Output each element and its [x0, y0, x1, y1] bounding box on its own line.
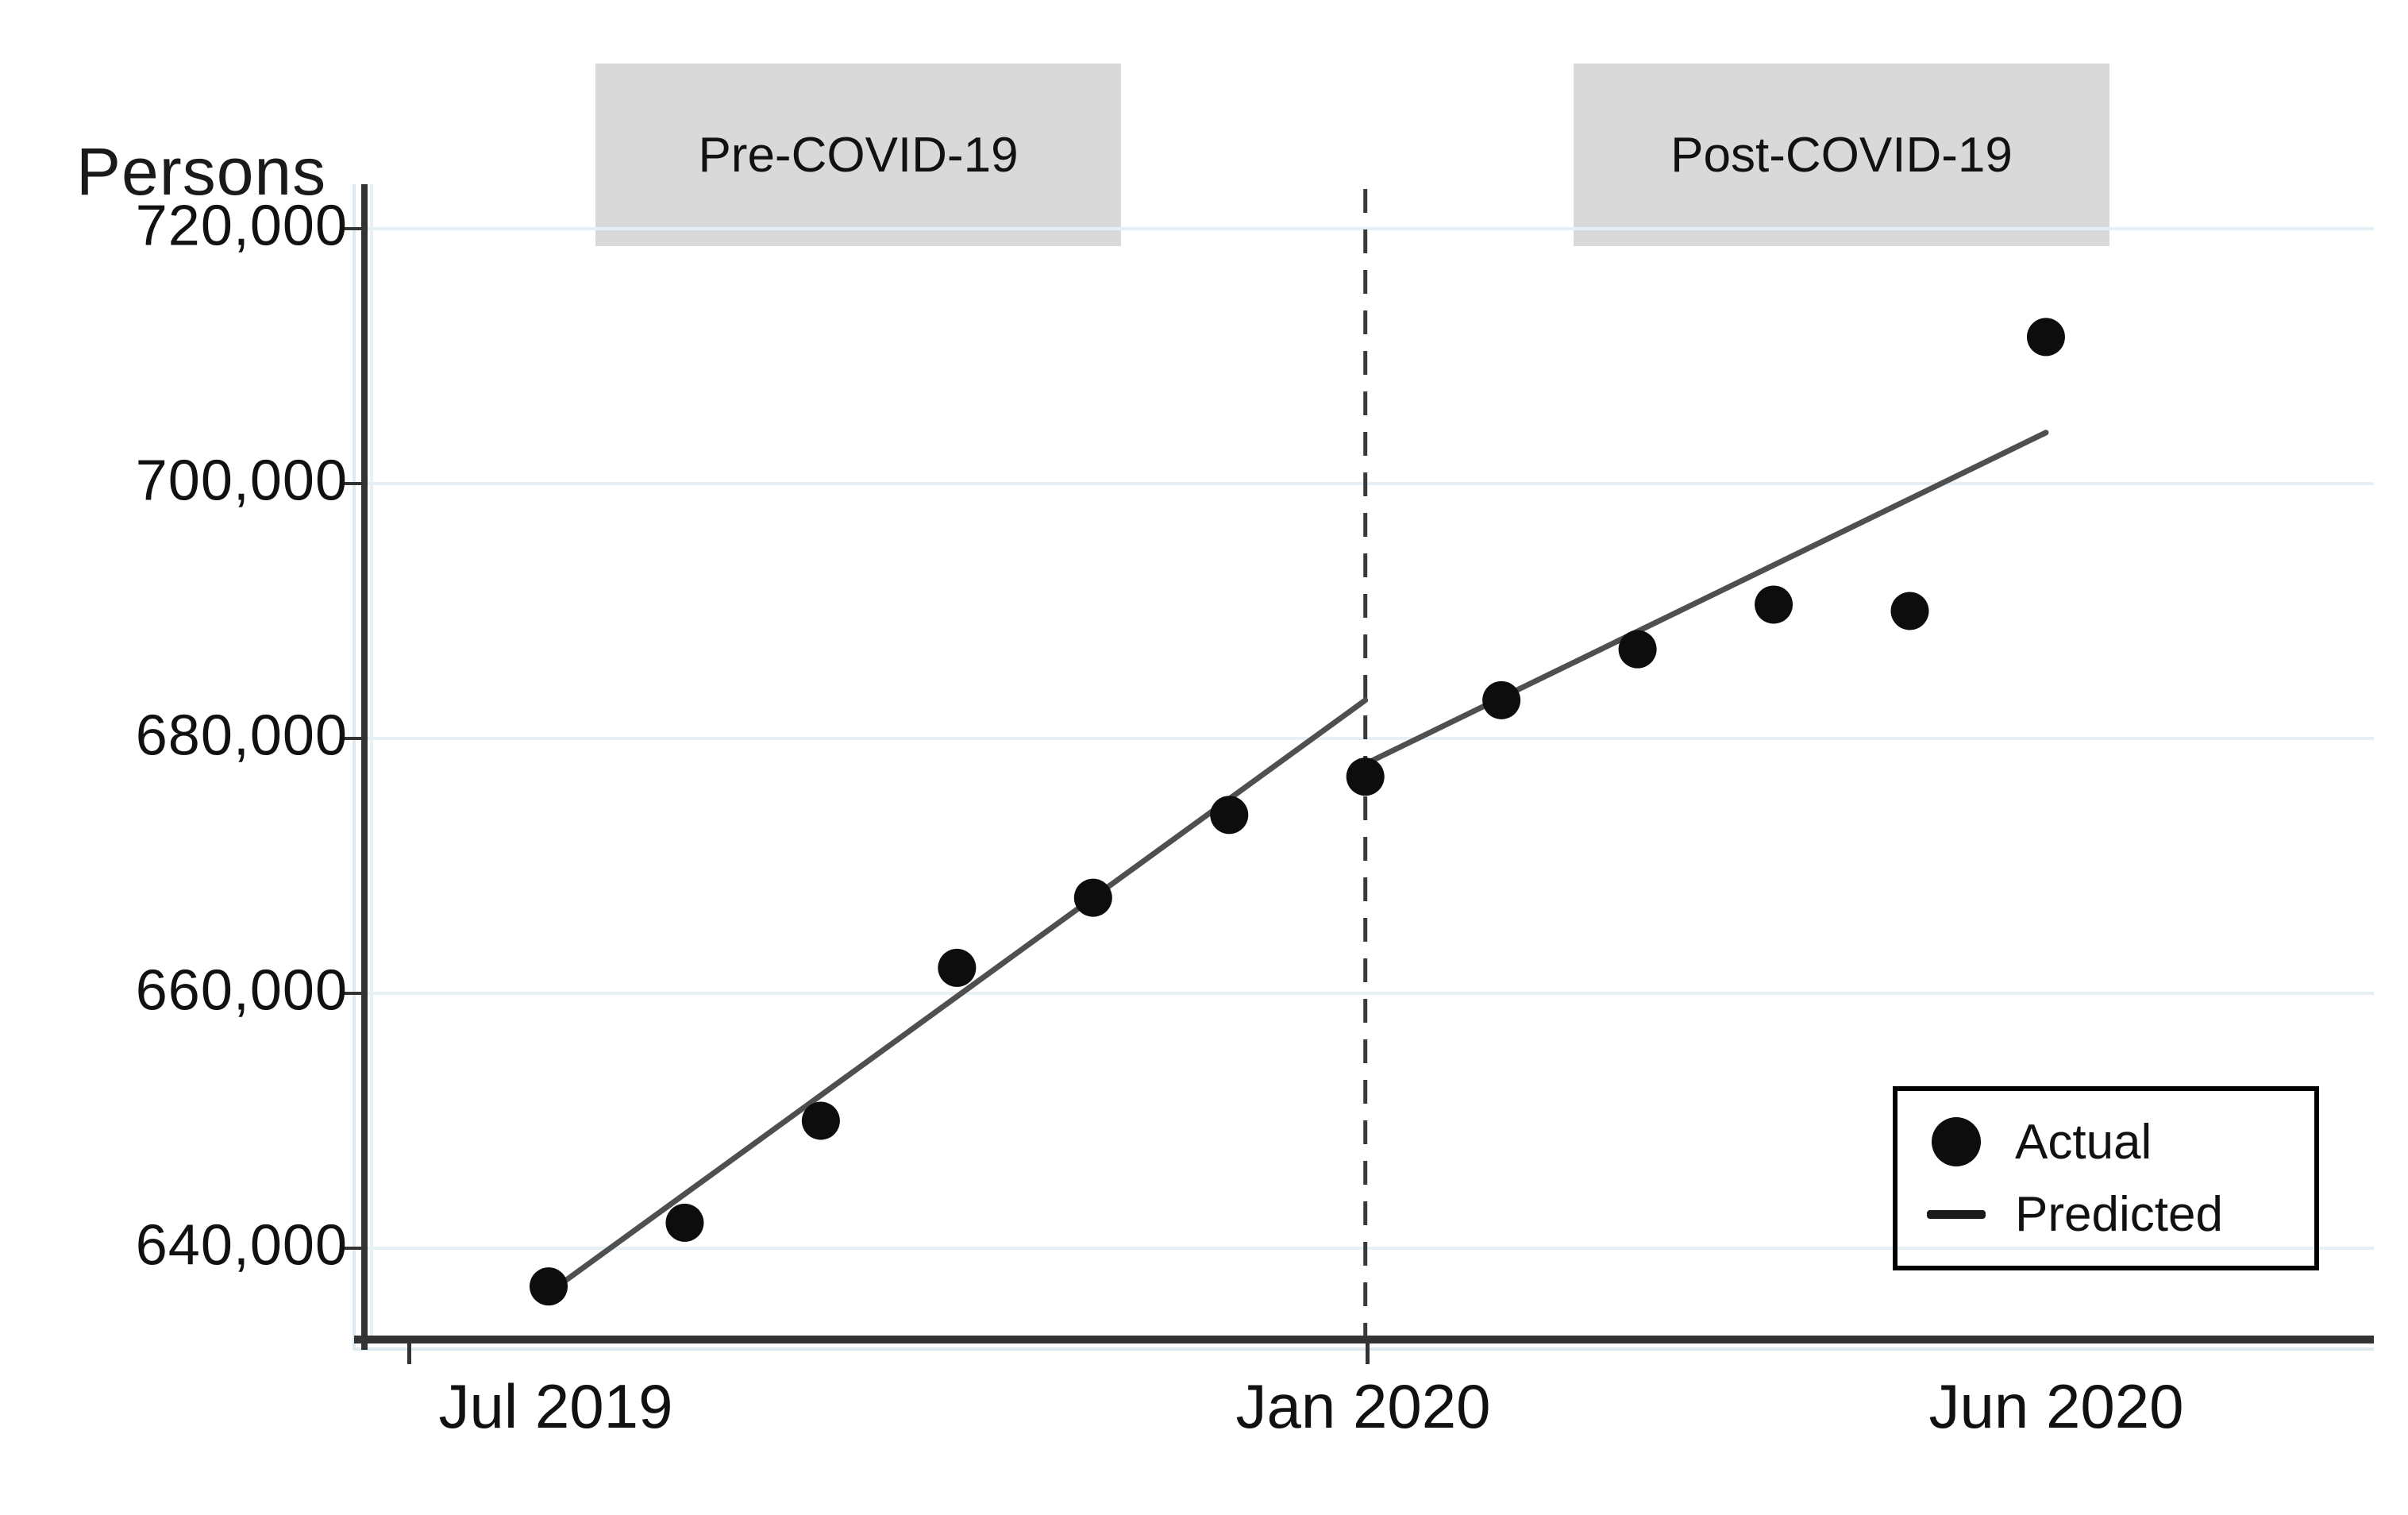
y-tick-mark — [341, 1247, 364, 1250]
y-tick-label: 700,000 — [135, 449, 348, 513]
axis-halo — [370, 184, 373, 1342]
data-point — [1346, 758, 1385, 796]
gridline — [364, 1247, 2374, 1250]
x-axis-line — [354, 1336, 2374, 1343]
data-point — [1073, 878, 1112, 917]
legend-row-actual: Actual — [1898, 1114, 2314, 1170]
data-point — [1210, 796, 1249, 835]
data-point — [665, 1203, 704, 1242]
data-point — [1890, 592, 1929, 630]
data-point — [1618, 630, 1657, 669]
data-point — [1482, 680, 1521, 719]
y-tick-mark — [341, 737, 364, 740]
predicted-line-icon — [1927, 1210, 1986, 1220]
legend-row-predicted: Predicted — [1898, 1186, 2314, 1243]
pre-covid-banner: Pre-COVID-19 — [595, 64, 1121, 246]
predicted-line — [545, 697, 1369, 1296]
y-tick-label: 720,000 — [135, 194, 348, 258]
legend: Actual Predicted — [1893, 1086, 2319, 1270]
data-point — [801, 1101, 840, 1140]
y-tick-mark — [341, 482, 364, 485]
y-axis-title: Persons — [76, 134, 327, 209]
x-tick-label: Jul 2019 — [438, 1371, 673, 1441]
legend-label-actual: Actual — [2015, 1114, 2152, 1170]
legend-label-predicted: Predicted — [2015, 1187, 2223, 1243]
y-tick-mark — [341, 227, 364, 230]
x-tick-label: Jan 2020 — [1235, 1371, 1491, 1441]
x-tick-mark — [1366, 1343, 1370, 1364]
data-point — [530, 1267, 568, 1306]
axis-halo — [353, 184, 356, 1350]
y-tick-label: 640,000 — [135, 1213, 348, 1278]
gridline — [364, 992, 2374, 995]
axis-halo — [354, 1347, 2374, 1351]
data-point — [1755, 585, 1793, 624]
y-axis-line — [361, 184, 368, 1350]
data-point — [2026, 318, 2065, 357]
gridline — [364, 482, 2374, 485]
actual-dot-icon — [1932, 1117, 1981, 1167]
predicted-line — [1362, 430, 2049, 767]
gridline — [364, 737, 2374, 740]
gridline — [364, 227, 2374, 230]
x-tick-mark — [407, 1343, 411, 1364]
post-covid-banner: Post-COVID-19 — [1574, 64, 2109, 246]
y-tick-mark — [341, 992, 364, 995]
y-tick-label: 680,000 — [135, 704, 348, 768]
x-tick-label: Jun 2020 — [1928, 1371, 2184, 1441]
data-point — [938, 948, 977, 987]
y-tick-label: 660,000 — [135, 958, 348, 1023]
